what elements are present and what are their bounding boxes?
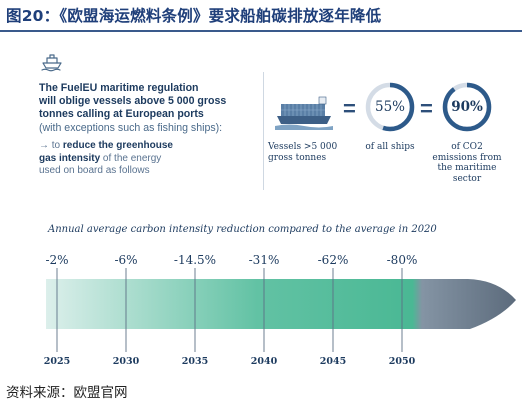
reduction-value-label: -62%	[318, 253, 349, 267]
year-tick-label: 2040	[251, 356, 278, 367]
vessels-caption-line: Vessels >5 000	[268, 142, 338, 152]
reduction-value-label: -31%	[249, 253, 280, 267]
reduction-ship-chart: -2% 2025 -6% 2030 -14.5% 2035 -31% 2040 -62% 2045…	[44, 253, 516, 367]
regulation-statement: The FuelEU maritime regulation will obli…	[39, 82, 269, 135]
arrow-icon: →	[39, 140, 49, 151]
reduction-value-label: -14.5%	[174, 253, 216, 267]
gas-intensity-text: gas intensity	[39, 152, 101, 164]
emissions-caption-line: emissions from	[432, 152, 502, 163]
ship-share-donut	[365, 82, 415, 132]
vessels-caption-line: gross tonnes	[268, 152, 327, 163]
reduction-statement: → to reduce the greenhouse gas intensity…	[39, 140, 229, 178]
equals-sign: =	[343, 96, 356, 121]
year-tick-label: 2050	[389, 356, 416, 367]
used-on-board-text: used on board as follows	[39, 165, 150, 176]
ship-share-value: 55%	[374, 99, 405, 115]
of-energy-text: of the energy	[100, 152, 162, 164]
title-divider	[0, 30, 522, 32]
regulation-exceptions: (with exceptions such as fishing ships):	[39, 121, 223, 134]
regulation-line-1: The FuelEU maritime regulation	[39, 82, 199, 94]
figure-source: 资料来源：欧盟官网	[6, 385, 128, 401]
emissions-share-value: 90%	[451, 99, 483, 115]
emissions-caption-line: of CO2	[451, 142, 483, 152]
year-tick-label: 2045	[320, 356, 346, 367]
emissions-caption-line: sector	[452, 173, 482, 184]
regulation-line-2: will oblige vessels above 5 000 gross	[39, 95, 227, 108]
emissions-share-donut	[442, 82, 492, 132]
to-text: to	[51, 140, 63, 151]
year-tick-label: 2025	[44, 356, 70, 367]
reduce-text: reduce the greenhouse	[62, 140, 173, 151]
reduction-value-label: -80%	[387, 253, 418, 267]
equals-sign: =	[420, 96, 433, 121]
emissions-caption-line: the maritime	[437, 163, 497, 173]
ship-share-caption: of all ships	[365, 142, 415, 152]
reduction-value-label: -2%	[45, 253, 68, 267]
regulation-line-3: tonnes calling at European ports	[39, 108, 204, 121]
ship-hull	[46, 279, 516, 329]
vessels-caption: Vessels >5 000 gross tonnes	[268, 142, 344, 163]
figure-title: 图20：《欧盟海运燃料条例》要求船舶碳排放逐年降低	[6, 7, 382, 25]
emissions-share-caption: of CO2 emissions from the maritime secto…	[428, 142, 506, 184]
ship-icon	[41, 54, 62, 72]
reduction-value-label: -6%	[114, 253, 137, 267]
year-tick-label: 2035	[182, 356, 208, 367]
year-tick-label: 2030	[113, 356, 140, 367]
section-divider	[263, 72, 264, 190]
container-vessel-image	[275, 90, 333, 130]
chart-title: Annual average carbon intensity reductio…	[48, 224, 437, 235]
